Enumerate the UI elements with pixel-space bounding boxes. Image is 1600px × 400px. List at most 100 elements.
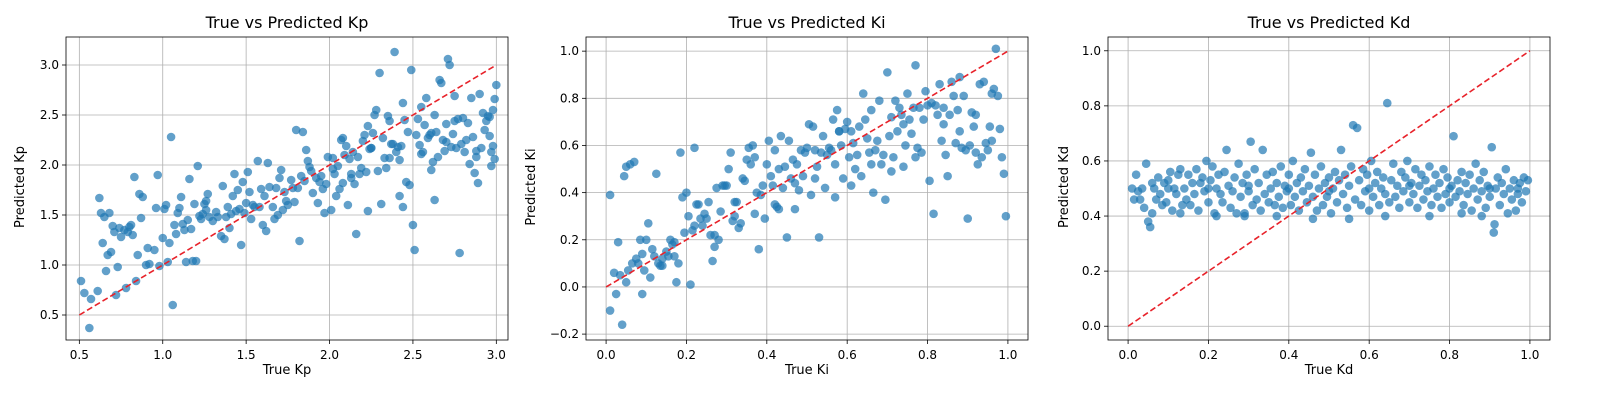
kd-data-point xyxy=(1336,145,1346,155)
kd-data-point xyxy=(1352,123,1362,133)
kp-data-point xyxy=(168,300,178,310)
kd-data-point xyxy=(1445,184,1454,193)
kd-data-point xyxy=(1485,192,1495,202)
ki-ytick-label: 0.0 xyxy=(560,280,579,294)
ki-data-point xyxy=(764,136,774,146)
ki-data-point xyxy=(650,251,659,261)
ki-data-point xyxy=(907,129,916,138)
kp-data-point xyxy=(465,159,474,169)
kd-data-point xyxy=(1497,178,1507,188)
ki-data-point xyxy=(670,251,679,261)
ki-data-point xyxy=(959,91,969,101)
kp-data-point xyxy=(440,146,449,156)
kp-data-point xyxy=(338,178,348,188)
kp-ytick-label: 2.0 xyxy=(40,158,59,172)
ki-data-point xyxy=(726,148,735,157)
ki-data-point xyxy=(899,119,908,129)
kp-data-point xyxy=(343,200,353,210)
kd-data-point xyxy=(1192,164,1201,174)
ki-data-point xyxy=(702,214,711,223)
ki-data-point xyxy=(911,60,920,70)
kp-xtick-label: 3.0 xyxy=(487,348,506,362)
ki-data-point xyxy=(694,200,703,209)
kp-data-point xyxy=(421,93,431,103)
ki-data-point xyxy=(684,211,693,221)
kp-data-point xyxy=(158,233,168,243)
ki-data-point xyxy=(818,131,828,141)
kp-data-point xyxy=(411,130,421,140)
kd-data-point xyxy=(1477,211,1486,221)
kd-data-point xyxy=(1445,197,1454,207)
kd-data-point xyxy=(1324,173,1334,182)
kd-data-point xyxy=(1457,208,1466,218)
kd-data-point xyxy=(1362,170,1372,180)
ki-data-point xyxy=(949,91,958,101)
kd-data-point xyxy=(1425,211,1434,221)
kd-axes-frame xyxy=(1107,36,1551,341)
kp-data-point xyxy=(218,181,228,191)
kp-data-point xyxy=(181,257,191,267)
ki-data-point xyxy=(674,259,683,268)
kp-data-point xyxy=(268,202,278,212)
ki-title: True vs Predicted Ki xyxy=(727,13,885,32)
kp-data-point xyxy=(455,248,464,258)
ki-data-point xyxy=(756,190,766,200)
ki-xtick-label: 0.8 xyxy=(918,348,937,362)
ki-data-point xyxy=(710,242,719,252)
kd-data-point xyxy=(1453,175,1462,185)
kd-ytick-label: 0.8 xyxy=(1082,99,1101,113)
kp-data-point xyxy=(203,189,213,199)
kp-data-point xyxy=(396,141,406,151)
kp-data-point xyxy=(185,174,194,184)
kd-data-point xyxy=(1149,184,1159,193)
kd-data-point xyxy=(1395,203,1404,213)
ki-data-point xyxy=(750,209,760,219)
ki-data-point xyxy=(929,209,938,219)
kd-data-point xyxy=(1198,173,1207,182)
ki-data-point xyxy=(782,233,792,242)
kp-data-point xyxy=(301,145,311,155)
kp-points xyxy=(76,47,501,333)
kp-data-point xyxy=(433,152,443,162)
kd-data-point xyxy=(1145,222,1155,232)
ki-data-point xyxy=(1001,211,1011,221)
kd-data-point xyxy=(1507,195,1517,204)
ki-data-point xyxy=(790,178,800,188)
kd-data-point xyxy=(1501,164,1511,174)
kp-data-point xyxy=(448,129,458,139)
kp-data-point xyxy=(233,185,243,195)
kd-data-point xyxy=(1276,162,1286,171)
kp-xtick-label: 2.0 xyxy=(320,348,339,362)
kp-data-point xyxy=(328,164,338,174)
kp-data-point xyxy=(138,192,148,202)
kp-data-point xyxy=(487,161,496,171)
kp-ytick-label: 1.0 xyxy=(40,258,59,272)
kp-xtick-label: 2.5 xyxy=(403,348,422,362)
kd-data-point xyxy=(1350,195,1360,204)
ki-data-point xyxy=(629,157,639,167)
kp-data-point xyxy=(295,236,304,246)
kp-data-point xyxy=(338,133,348,143)
kp-data-point xyxy=(450,116,459,126)
kd-xtick-label: 0.8 xyxy=(1440,348,1459,362)
kd-data-point xyxy=(1505,184,1515,193)
kd-data-point xyxy=(1415,181,1424,191)
ki-data-point xyxy=(832,105,842,115)
ki-data-point xyxy=(611,289,621,299)
kp-data-point xyxy=(241,198,251,208)
ki-data-point xyxy=(798,171,808,181)
kp-data-point xyxy=(385,153,394,163)
kd-data-point xyxy=(1204,197,1213,207)
kp-data-point xyxy=(128,230,138,240)
kp-axes-frame xyxy=(65,36,509,341)
ki-data-point xyxy=(641,235,651,245)
ki-data-point xyxy=(774,164,784,174)
ki-data-point xyxy=(740,176,750,186)
kp-data-point xyxy=(261,226,271,236)
kp-data-point xyxy=(236,240,246,250)
kp-data-point xyxy=(320,208,329,218)
kp-data-point xyxy=(253,156,263,166)
kd-data-point xyxy=(1388,159,1398,169)
ki-xlabel: True Ki xyxy=(784,363,829,378)
kp-data-point xyxy=(450,91,459,101)
